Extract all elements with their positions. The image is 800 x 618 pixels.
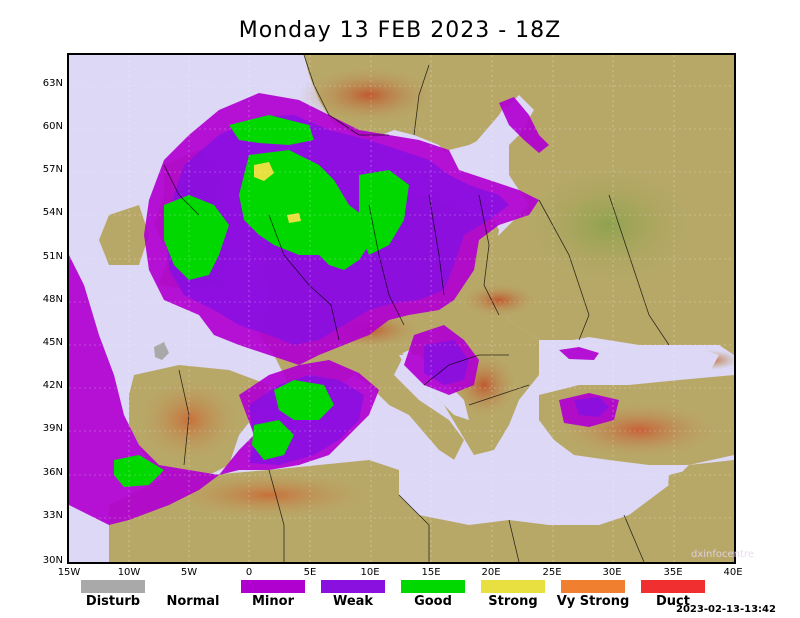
y-tick-label: 48N: [42, 294, 63, 305]
legend-label-duct: Duct: [656, 594, 690, 609]
land-italy: [339, 335, 464, 460]
terrain-atlas: [159, 470, 379, 520]
legend-label-good: Good: [414, 594, 452, 609]
legend-swatch-good: [401, 580, 465, 593]
x-tick-label: 0: [245, 567, 253, 578]
y-tick-label: 30N: [42, 555, 63, 566]
legend-swatch-weak: [321, 580, 385, 593]
propagation-good-atlantic: [114, 455, 164, 487]
propagation-good-east: [359, 170, 409, 255]
x-tick-label: 15W: [57, 567, 81, 578]
x-tick-label: 10W: [117, 567, 141, 578]
y-tick-label: 57N: [42, 164, 63, 175]
x-tick-label: 20E: [481, 567, 501, 578]
propagation-strong-2: [287, 213, 301, 223]
y-tick-label: 60N: [42, 121, 63, 132]
legend-swatch-vy-strong: [561, 580, 625, 593]
terrain-scandinavia: [299, 65, 439, 125]
x-tick-label: 30E: [602, 567, 622, 578]
propagation-good-central: [239, 150, 379, 270]
y-tick-label: 54N: [42, 207, 63, 218]
propagation-map: [67, 53, 736, 564]
propagation-good-west: [164, 195, 229, 280]
x-tick-label: 10E: [360, 567, 380, 578]
graticule: [69, 55, 734, 562]
terrain-plains: [509, 155, 709, 295]
legend-label-minor: Minor: [252, 594, 294, 609]
terrain-carpathians: [459, 282, 539, 318]
sea-aegean: [509, 415, 544, 460]
legend-label-normal: Normal: [166, 594, 220, 609]
propagation-weak-aegean: [574, 397, 609, 417]
legend-swatch-strong: [481, 580, 545, 593]
x-tick-label: 40E: [723, 567, 743, 578]
timestamp: 2023-02-13-13:42: [676, 604, 776, 615]
x-tick-label: 35E: [663, 567, 683, 578]
x-tick-label: 5E: [303, 567, 317, 578]
x-tick-label: 25E: [542, 567, 562, 578]
legend-swatch-duct: [641, 580, 705, 593]
y-tick-label: 42N: [42, 380, 63, 391]
sea-black: [547, 337, 719, 385]
terrain-iberia: [134, 375, 244, 465]
propagation-minor-blacksea: [559, 347, 599, 360]
land-levant: [649, 460, 734, 562]
propagation-good-northsea: [229, 115, 314, 145]
propagation-minor-baltic: [499, 97, 549, 153]
propagation-good-corsica: [274, 380, 334, 420]
legend-swatch-disturb: [81, 580, 145, 593]
propagation-minor-atlantic: [69, 255, 219, 525]
legend-label-vy-strong: Vy Strong: [556, 594, 630, 609]
land-ireland: [99, 205, 149, 265]
x-tick-label: 15E: [421, 567, 441, 578]
watermark-text: dxinfocentre: [691, 549, 754, 560]
legend-swatch-minor: [241, 580, 305, 593]
y-tick-label: 39N: [42, 423, 63, 434]
y-tick-label: 45N: [42, 337, 63, 348]
propagation-disturb: [154, 342, 169, 360]
legend-label-strong: Strong: [488, 594, 538, 609]
y-tick-label: 36N: [42, 467, 63, 478]
country-borders: [163, 55, 670, 562]
x-tick-label: 5W: [180, 567, 198, 578]
propagation-weak-adriatic: [424, 340, 469, 385]
propagation-strong-1: [254, 162, 274, 181]
y-tick-label: 51N: [42, 251, 63, 262]
propagation-good-sardinia: [252, 420, 294, 460]
legend-label-weak: Weak: [332, 594, 374, 609]
map-title: Monday 13 FEB 2023 - 18Z: [238, 18, 562, 43]
y-tick-label: 33N: [42, 510, 63, 521]
y-tick-label: 63N: [42, 78, 63, 89]
legend-label-disturb: Disturb: [85, 594, 141, 609]
